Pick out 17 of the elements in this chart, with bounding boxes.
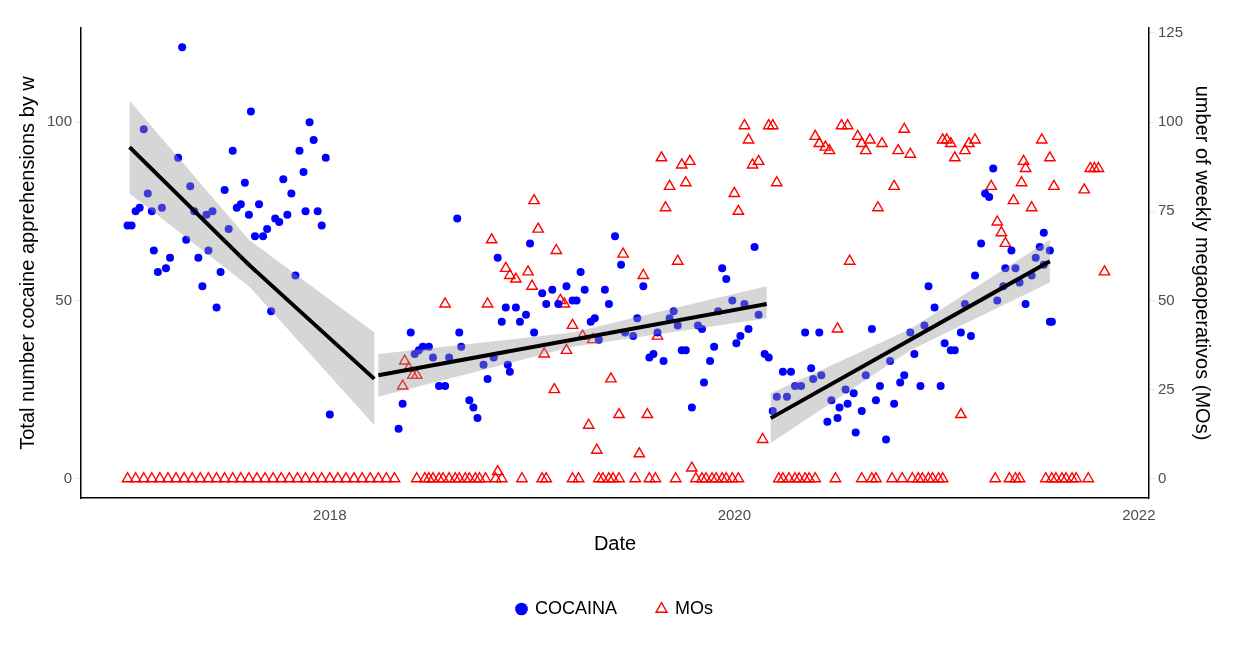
legend-label: COCAINA [535, 597, 618, 618]
x-tick-label: 2022 [1122, 506, 1156, 524]
x-tick-label: 2020 [717, 506, 752, 524]
y2-tick-label: 75 [1157, 201, 1175, 219]
y-tick-label: 50 [55, 290, 73, 308]
y2-tick-label: 0 [1157, 468, 1167, 486]
y2-tick-label: 100 [1157, 112, 1183, 130]
y2-axis-title: umber of weekly megaoperativos (MOs) [1192, 85, 1215, 441]
x-axis-title: Date [593, 531, 637, 554]
x-tick-label: 2018 [313, 506, 347, 524]
legend-label: MOs [675, 597, 714, 618]
y-tick-label: 100 [47, 112, 73, 130]
y2-tick-label: 25 [1157, 379, 1175, 397]
y2-tick-label: 125 [1157, 23, 1183, 41]
y2-tick-label: 50 [1157, 290, 1175, 308]
y-tick-label: 0 [63, 468, 73, 486]
y-axis-title: Total number cocaine apprehensions by w [15, 75, 38, 450]
